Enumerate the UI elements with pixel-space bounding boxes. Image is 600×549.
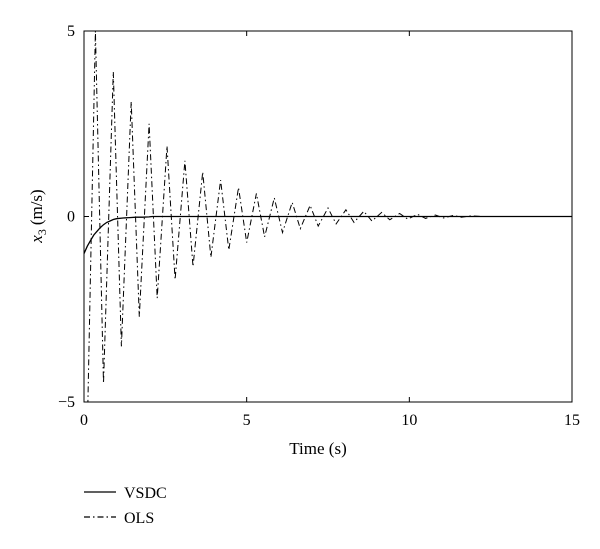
- y-tick-label: 5: [67, 23, 75, 40]
- y-tick-label: −5: [58, 394, 75, 411]
- y-axis-label-subscript: 3: [35, 229, 49, 235]
- tick-layer: 0 5 10 15 −5 0 5: [58, 23, 580, 429]
- x-tick-label: 0: [80, 412, 88, 429]
- y-axis-label: x3 (m/s): [27, 189, 49, 243]
- legend: VSDC OLS: [84, 485, 167, 527]
- y-axis-label-var: x: [27, 235, 46, 244]
- x-axis-label: Time (s): [289, 439, 346, 458]
- series-line-ols: [84, 30, 572, 403]
- legend-label-ols: OLS: [124, 510, 154, 527]
- legend-label-vsdc: VSDC: [124, 485, 167, 502]
- y-tick-label: 0: [67, 209, 75, 226]
- series-layer: [83, 30, 572, 403]
- x-tick-label: 10: [401, 412, 417, 429]
- series-line-vsdc: [83, 215, 572, 254]
- x-tick-label: 15: [564, 412, 580, 429]
- x-tick-label: 5: [243, 412, 251, 429]
- y-axis-label-unit: (m/s): [27, 189, 46, 225]
